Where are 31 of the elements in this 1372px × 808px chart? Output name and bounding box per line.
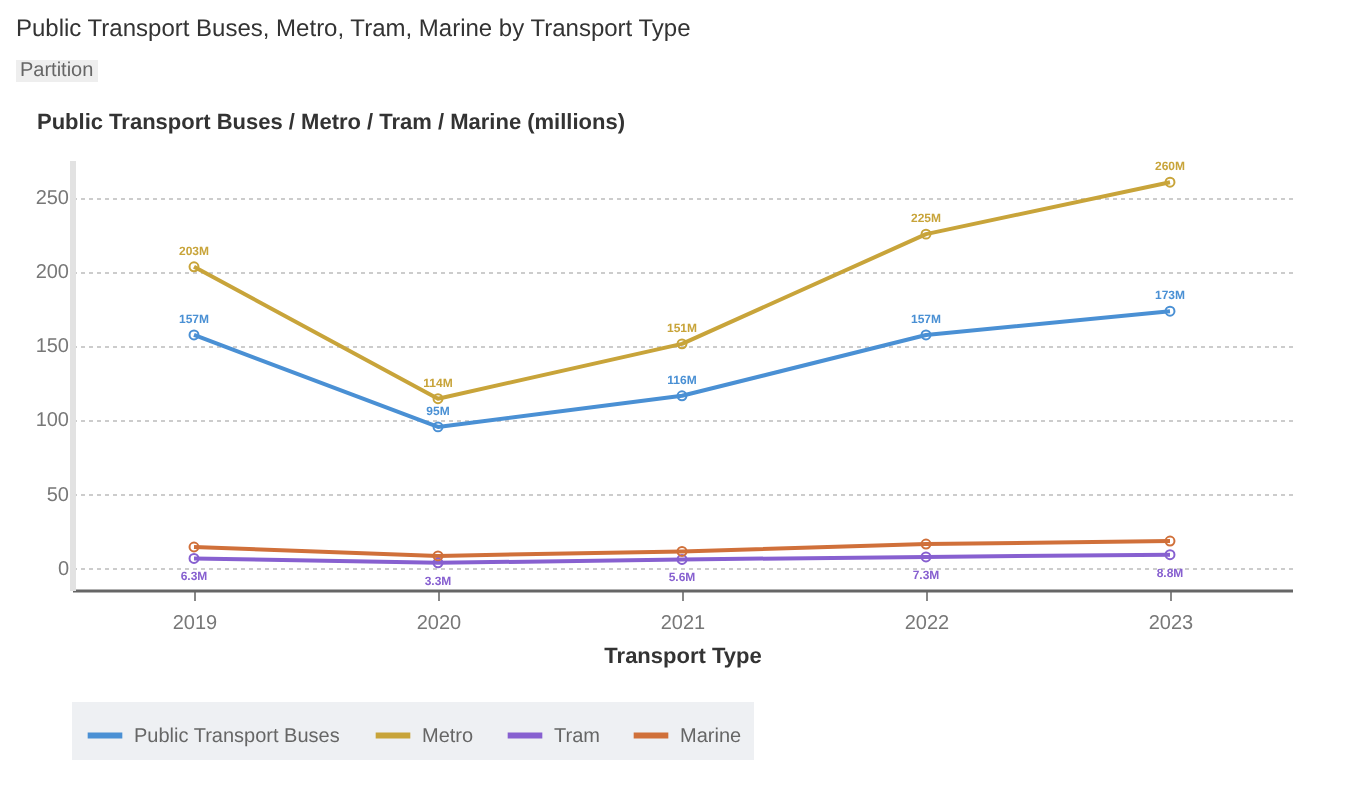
y-tick-label: 0 bbox=[57, 558, 70, 581]
point bbox=[432, 550, 444, 562]
legend-label: Public Transport Buses bbox=[134, 725, 340, 748]
y-tick-label: 50 bbox=[46, 484, 70, 507]
point bbox=[920, 551, 932, 563]
y-tick-label: 250 bbox=[35, 188, 70, 211]
x-tick-label: 2020 bbox=[416, 613, 463, 635]
x-tick-label: 2021 bbox=[660, 613, 707, 635]
point bbox=[432, 421, 444, 433]
point bbox=[676, 545, 688, 557]
legend-label: Tram bbox=[554, 725, 600, 748]
legend-label: Metro bbox=[422, 725, 474, 748]
y-tick-label: 100 bbox=[35, 410, 70, 433]
point bbox=[920, 228, 932, 240]
point bbox=[920, 538, 932, 550]
point bbox=[676, 553, 688, 565]
x-axis-title: Transport Type bbox=[604, 645, 762, 669]
point bbox=[432, 393, 444, 405]
point bbox=[676, 390, 688, 402]
y-axis-title: Public Transport Buses / Metro / Tram / Marine (millions) bbox=[37, 111, 626, 135]
text: Partition bbox=[16, 60, 98, 82]
y-tick-label: 200 bbox=[35, 262, 70, 285]
x-tick-label: 2019 bbox=[172, 613, 219, 635]
point bbox=[676, 338, 688, 350]
chart-title: Public Transport Buses, Metro, Tram, Marine by Transport Type bbox=[16, 14, 692, 42]
point bbox=[920, 329, 932, 341]
x-tick-label: 2022 bbox=[904, 613, 951, 635]
y-tick-label: 150 bbox=[35, 336, 70, 359]
x-tick-label: 2023 bbox=[1148, 613, 1195, 635]
point bbox=[432, 557, 444, 569]
legend-label: Marine bbox=[680, 725, 743, 748]
